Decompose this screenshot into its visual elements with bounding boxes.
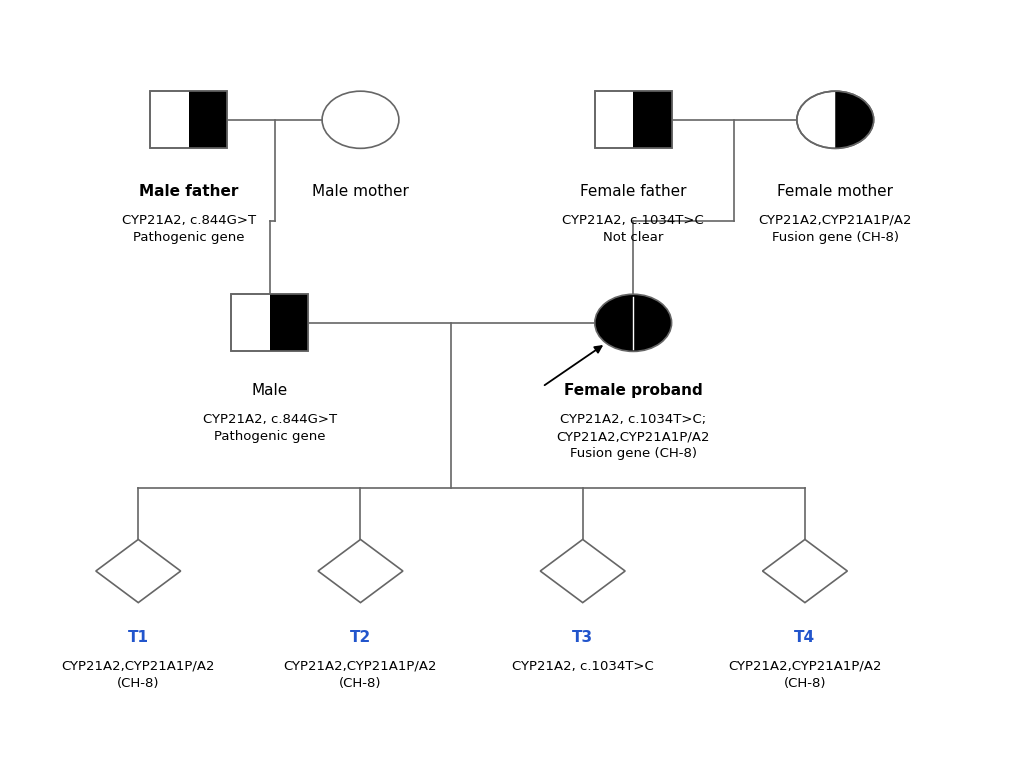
Text: Female proband: Female proband: [564, 383, 702, 398]
Polygon shape: [96, 539, 180, 603]
Polygon shape: [188, 91, 227, 149]
Text: CYP21A2, c.1034T>C: CYP21A2, c.1034T>C: [512, 660, 653, 673]
Text: T4: T4: [795, 630, 815, 645]
Polygon shape: [595, 91, 672, 149]
Polygon shape: [151, 91, 227, 149]
Text: CYP21A2,CYP21A1P/A2
(CH-8): CYP21A2,CYP21A1P/A2 (CH-8): [284, 660, 437, 689]
Text: CYP21A2,CYP21A1P/A2
(CH-8): CYP21A2,CYP21A1P/A2 (CH-8): [728, 660, 882, 689]
Circle shape: [797, 91, 873, 149]
Circle shape: [323, 91, 399, 149]
Text: Male mother: Male mother: [312, 184, 409, 198]
Text: CYP21A2, c.844G>T
Pathogenic gene: CYP21A2, c.844G>T Pathogenic gene: [203, 413, 337, 443]
Text: Female mother: Female mother: [777, 184, 893, 198]
Text: Male: Male: [252, 383, 288, 398]
Polygon shape: [269, 294, 308, 352]
Text: CYP21A2,CYP21A1P/A2
Fusion gene (CH-8): CYP21A2,CYP21A1P/A2 Fusion gene (CH-8): [759, 214, 912, 244]
Text: T1: T1: [128, 630, 148, 645]
Polygon shape: [541, 539, 625, 603]
Text: T2: T2: [350, 630, 371, 645]
Text: T3: T3: [572, 630, 593, 645]
Polygon shape: [231, 294, 308, 352]
Wedge shape: [836, 91, 873, 149]
Text: Female father: Female father: [580, 184, 686, 198]
Text: CYP21A2, c.844G>T
Pathogenic gene: CYP21A2, c.844G>T Pathogenic gene: [122, 214, 256, 244]
Polygon shape: [633, 91, 672, 149]
Text: CYP21A2, c.1034T>C;
CYP21A2,CYP21A1P/A2
Fusion gene (CH-8): CYP21A2, c.1034T>C; CYP21A2,CYP21A1P/A2 …: [556, 413, 710, 460]
Polygon shape: [763, 539, 847, 603]
Polygon shape: [318, 539, 402, 603]
Circle shape: [595, 294, 672, 352]
Text: CYP21A2,CYP21A1P/A2
(CH-8): CYP21A2,CYP21A1P/A2 (CH-8): [61, 660, 215, 689]
Text: Male father: Male father: [139, 184, 239, 198]
Text: CYP21A2, c.1034T>C
Not clear: CYP21A2, c.1034T>C Not clear: [562, 214, 705, 244]
